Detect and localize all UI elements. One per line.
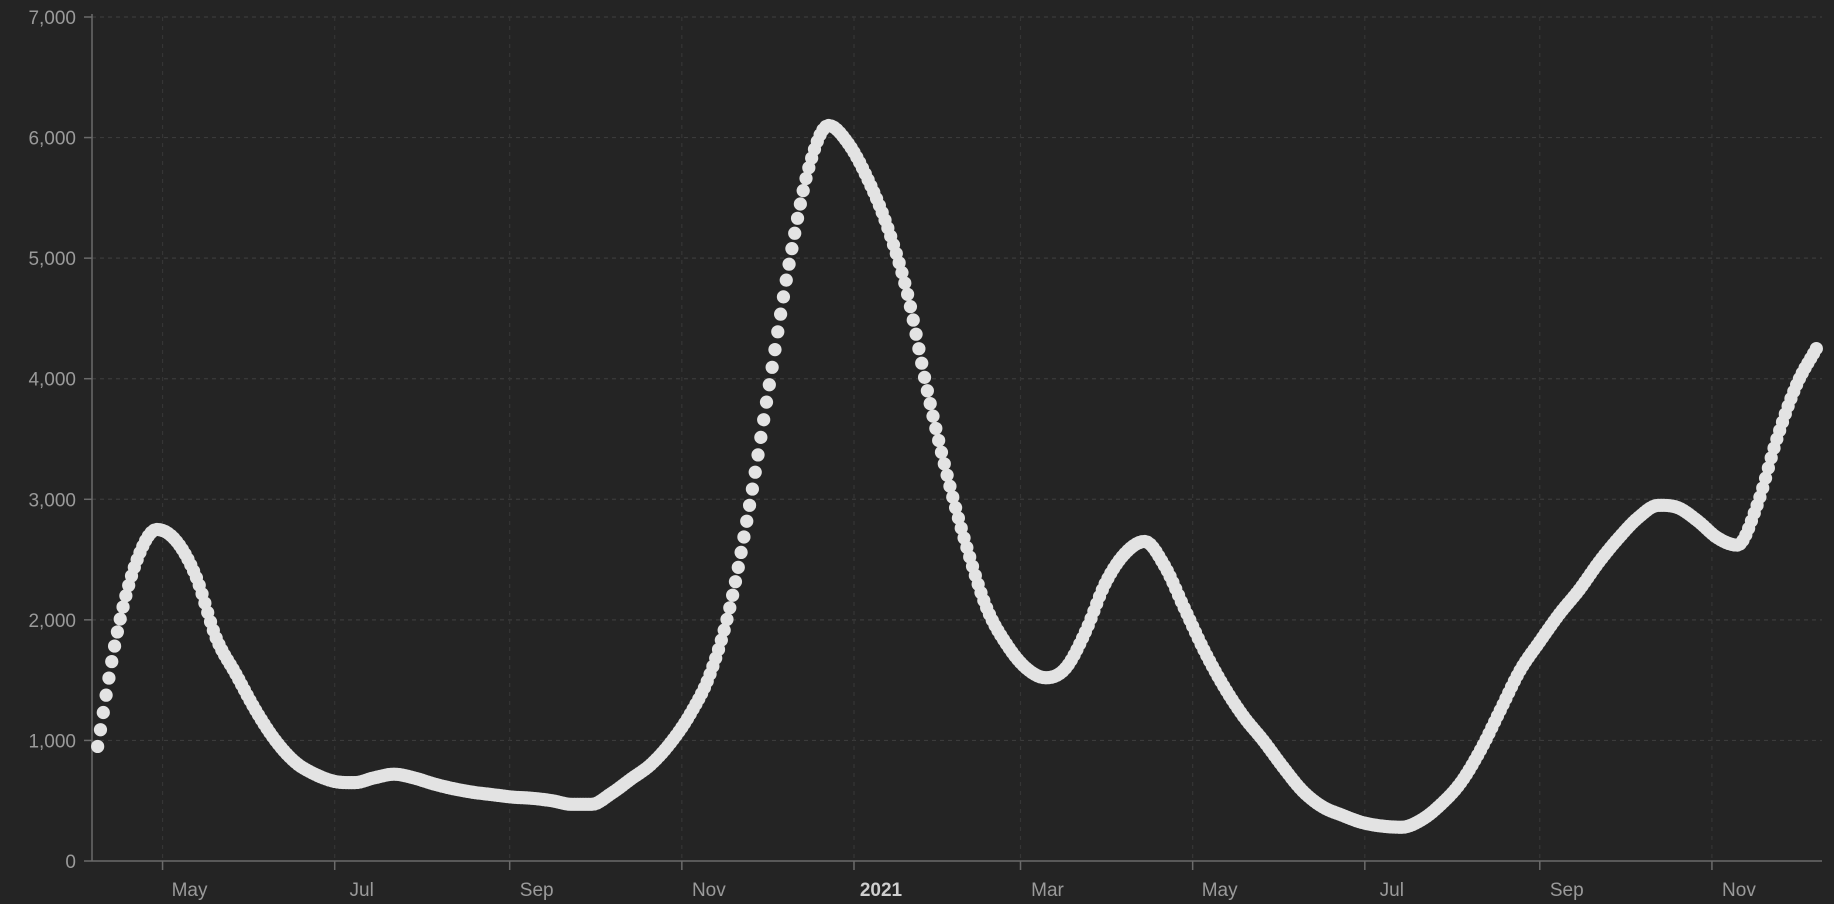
data-point bbox=[774, 307, 788, 321]
x-tick-label: Jul bbox=[350, 880, 374, 901]
x-tick-label: May bbox=[172, 880, 208, 901]
data-point bbox=[91, 739, 105, 754]
data-point bbox=[901, 287, 915, 301]
data-point bbox=[906, 313, 920, 327]
x-tick-label: Nov bbox=[1722, 880, 1756, 901]
data-point bbox=[751, 448, 765, 462]
data-point bbox=[915, 356, 929, 370]
data-point bbox=[757, 413, 771, 427]
data-point bbox=[920, 384, 934, 398]
y-tick-label: 4,000 bbox=[28, 370, 76, 391]
x-tick-label: 2021 bbox=[860, 880, 903, 901]
x-tick-label: Sep bbox=[1550, 880, 1584, 901]
y-tick-label: 2,000 bbox=[28, 611, 76, 632]
data-point bbox=[932, 433, 946, 448]
data-point bbox=[923, 396, 937, 411]
x-tick-label: Nov bbox=[692, 880, 726, 901]
data-point bbox=[929, 421, 943, 436]
y-tick-label: 5,000 bbox=[28, 249, 76, 270]
data-point bbox=[934, 445, 949, 459]
data-point bbox=[793, 197, 807, 211]
data-point bbox=[903, 300, 918, 314]
data-point bbox=[943, 479, 957, 493]
data-point bbox=[951, 511, 966, 525]
x-tick-label: Mar bbox=[1031, 880, 1064, 901]
data-point bbox=[726, 588, 740, 602]
data-point bbox=[723, 601, 737, 615]
data-point bbox=[1761, 461, 1775, 475]
data-point bbox=[788, 226, 802, 240]
data-point bbox=[728, 575, 743, 589]
data-point bbox=[116, 600, 130, 614]
data-point bbox=[917, 370, 932, 384]
data-point bbox=[740, 514, 754, 528]
data-point bbox=[113, 612, 127, 626]
data-point bbox=[776, 290, 791, 304]
data-point bbox=[909, 327, 923, 341]
data-point bbox=[790, 211, 805, 225]
data-point bbox=[93, 723, 108, 737]
data-point bbox=[754, 430, 768, 444]
y-tick-label: 7,000 bbox=[28, 8, 76, 29]
data-point bbox=[779, 273, 793, 287]
data-point bbox=[785, 242, 799, 256]
x-tick-label: May bbox=[1202, 880, 1238, 901]
y-tick-label: 0 bbox=[65, 852, 76, 873]
data-point bbox=[799, 171, 813, 186]
data-point bbox=[759, 395, 774, 409]
data-point bbox=[940, 468, 954, 482]
data-point bbox=[946, 490, 960, 504]
data-point bbox=[96, 705, 110, 720]
data-point bbox=[937, 457, 951, 471]
data-point bbox=[926, 409, 940, 423]
data-point bbox=[782, 257, 796, 271]
data-point bbox=[912, 342, 926, 356]
y-tick-label: 3,000 bbox=[28, 490, 76, 511]
data-point bbox=[745, 482, 759, 496]
data-point bbox=[765, 360, 779, 374]
data-point bbox=[102, 671, 116, 685]
data-point bbox=[731, 560, 745, 574]
data-point bbox=[110, 625, 124, 639]
y-tick-label: 6,000 bbox=[28, 129, 76, 150]
data-point bbox=[714, 633, 728, 647]
data-point bbox=[119, 589, 133, 603]
data-point bbox=[748, 465, 762, 479]
y-tick-label: 1,000 bbox=[28, 731, 76, 752]
data-point bbox=[1809, 341, 1823, 356]
data-point bbox=[107, 639, 122, 653]
data-point bbox=[720, 612, 734, 627]
data-point bbox=[737, 530, 751, 544]
data-point bbox=[734, 545, 748, 560]
data-point bbox=[768, 342, 782, 357]
data-point bbox=[948, 501, 963, 515]
data-point bbox=[99, 688, 113, 702]
x-tick-label: Sep bbox=[520, 880, 554, 901]
data-point bbox=[771, 325, 785, 339]
data-point bbox=[762, 378, 776, 392]
data-point bbox=[898, 276, 912, 290]
x-tick-label: Jul bbox=[1380, 880, 1404, 901]
data-point bbox=[742, 498, 757, 512]
data-point bbox=[796, 184, 810, 198]
data-point bbox=[717, 623, 731, 637]
data-point bbox=[105, 654, 119, 669]
data-point bbox=[1758, 471, 1773, 485]
data-point bbox=[895, 266, 909, 280]
